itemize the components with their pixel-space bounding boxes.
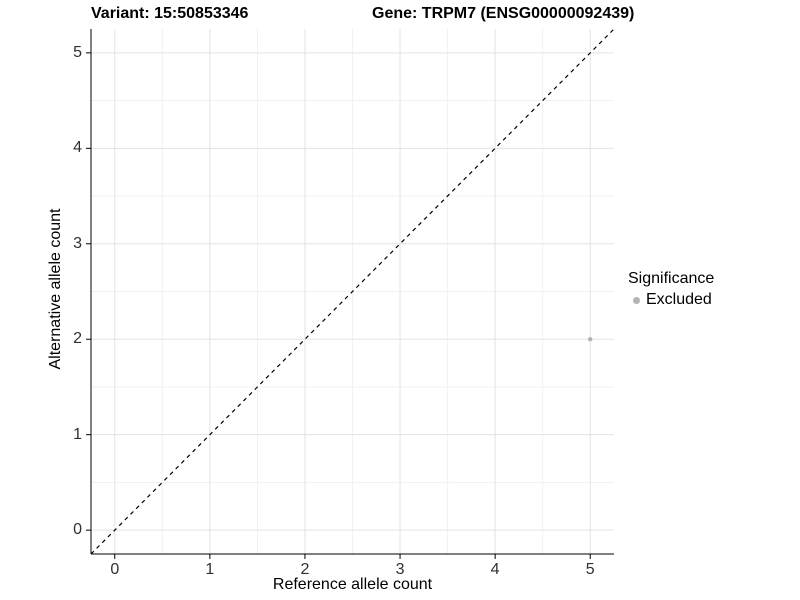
x-tick-label: 2 — [300, 561, 310, 578]
plot-title-gene: Gene: TRPM7 (ENSG00000092439) — [372, 5, 635, 22]
y-tick-label: 3 — [73, 234, 82, 252]
x-tick-label: 0 — [110, 561, 120, 578]
minor-gridlines — [91, 29, 614, 554]
y-tick-label: 0 — [73, 521, 82, 539]
x-tick-label: 4 — [490, 561, 500, 578]
axis-lines — [90, 29, 614, 555]
x-tick-label: 1 — [205, 561, 215, 578]
y-tick-label: 2 — [73, 330, 82, 348]
y-tick-label: 5 — [73, 43, 82, 61]
y-axis-label: Alternative allele count — [47, 208, 64, 370]
legend-item-label: Excluded — [646, 291, 712, 308]
legend-item: Excluded — [628, 291, 798, 309]
plot-title-variant: Variant: 15:50853346 — [91, 5, 249, 22]
axis-tick-marks — [86, 52, 591, 559]
legend: Significance Excluded — [628, 270, 798, 309]
x-tick-label: 5 — [585, 561, 595, 578]
data-point — [588, 337, 593, 342]
legend-items: Excluded — [628, 291, 798, 309]
x-axis-label: Reference allele count — [272, 576, 433, 593]
major-gridlines — [91, 29, 614, 554]
y-tick-label: 1 — [73, 425, 82, 443]
legend-title: Significance — [628, 270, 715, 287]
legend-marker-dot — [633, 296, 640, 304]
identity-dashed-line — [90, 28, 615, 555]
x-tick-label: 3 — [395, 561, 405, 578]
identity-line — [90, 28, 615, 555]
y-tick-label: 4 — [73, 139, 82, 157]
data-points — [588, 337, 593, 342]
